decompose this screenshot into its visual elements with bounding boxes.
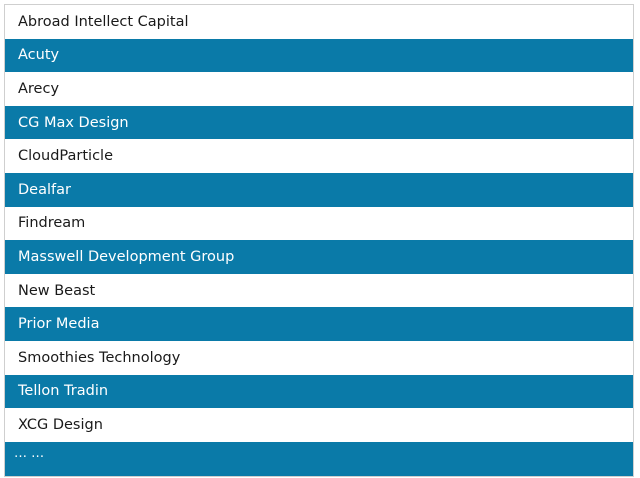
company-list: Abroad Intellect Capital Acuty Arecy CG … — [4, 4, 634, 477]
list-item[interactable]: Smoothies Technology — [5, 340, 633, 375]
list-item[interactable]: Findream — [5, 206, 633, 241]
list-item[interactable]: CG Max Design — [5, 105, 633, 140]
list-item[interactable]: CloudParticle — [5, 139, 633, 173]
list-item[interactable]: XCG Design — [5, 408, 633, 442]
list-item[interactable]: New Beast — [5, 273, 633, 308]
list-item[interactable]: Masswell Development Group — [5, 240, 633, 274]
list-item[interactable]: Tellon Tradin — [5, 374, 633, 409]
list-item[interactable]: Arecy — [5, 72, 633, 106]
list-item[interactable]: Prior Media — [5, 307, 633, 341]
list-item[interactable]: Abroad Intellect Capital — [5, 5, 633, 39]
list-item[interactable]: Acuty — [5, 38, 633, 73]
more-items-row[interactable]: … … — [5, 441, 633, 476]
list-item[interactable]: Dealfar — [5, 172, 633, 207]
